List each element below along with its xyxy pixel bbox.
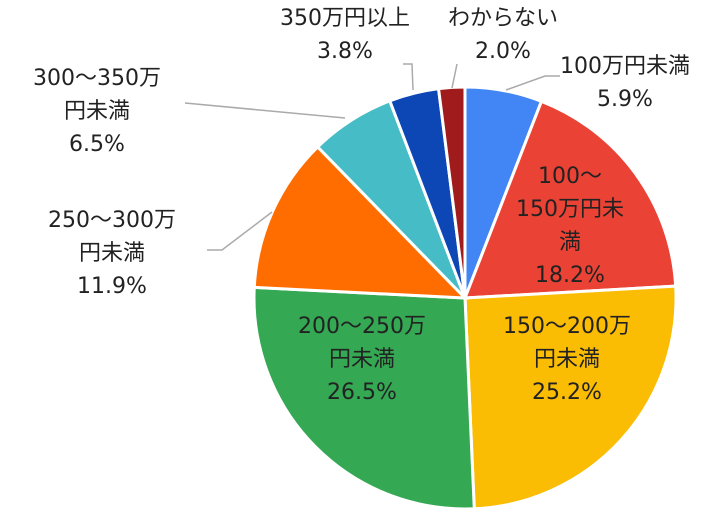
slice	[463, 284, 678, 511]
value-label: 2.0%	[475, 39, 531, 64]
leader-lines	[184, 63, 560, 251]
category-label: 100～ 150万円未満	[516, 164, 624, 255]
category-label: 200～250万円未満	[298, 314, 426, 372]
value-label: 3.8%	[317, 39, 373, 64]
value-label: 11.9%	[77, 274, 147, 299]
value-label: 18.2%	[535, 263, 605, 288]
value-label: 26.5%	[327, 380, 397, 405]
value-label: 25.2%	[532, 380, 602, 405]
value-label: 5.9%	[597, 87, 653, 112]
slice	[462, 99, 678, 300]
slice	[252, 285, 476, 511]
category-label: わからない	[448, 6, 558, 31]
category-label: 100万円未満	[560, 54, 690, 79]
leader-line	[505, 75, 560, 91]
leader-line	[451, 63, 458, 89]
slices	[252, 85, 678, 511]
category-label: 250～300万円未満	[48, 208, 176, 266]
leader-line	[184, 102, 346, 119]
leader-line	[207, 211, 273, 251]
category-label: 350万円以上	[280, 6, 410, 31]
leader-line	[403, 63, 414, 91]
category-label: 150～200万円未満	[503, 314, 631, 372]
slice	[252, 144, 469, 300]
category-label: 300～350万円未満	[33, 66, 161, 124]
value-label: 6.5%	[69, 132, 125, 157]
